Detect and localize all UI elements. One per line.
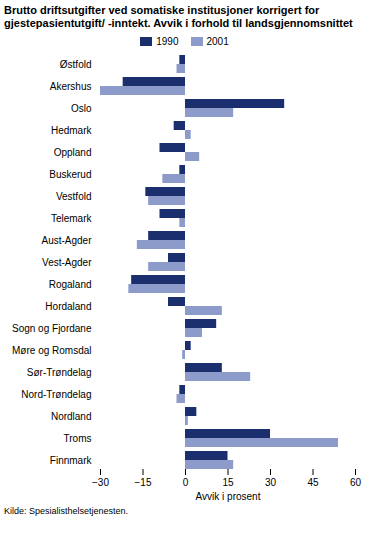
svg-text:Østfold: Østfold (60, 59, 92, 70)
svg-text:Rogaland: Rogaland (49, 279, 92, 290)
svg-text:Nordland: Nordland (51, 411, 92, 422)
svg-text:Hedmark: Hedmark (51, 125, 93, 136)
svg-text:−30: −30 (92, 477, 109, 488)
svg-text:Vest-Agder: Vest-Agder (42, 257, 92, 268)
html-text:2001: 2001 (206, 36, 229, 47)
svg-text:30: 30 (265, 477, 277, 488)
svg-text:Sogn og Fjordane: Sogn og Fjordane (12, 323, 92, 334)
svg-text:Oslo: Oslo (71, 103, 92, 114)
svg-text:0: 0 (183, 477, 189, 488)
svg-text:Avvik i prosent: Avvik i prosent (196, 491, 261, 502)
svg-text:Buskerud: Buskerud (49, 169, 91, 180)
svg-text:Aust-Agder: Aust-Agder (41, 235, 92, 246)
svg-text:45: 45 (307, 477, 319, 488)
svg-text:Oppland: Oppland (54, 147, 92, 158)
svg-text:−15: −15 (135, 477, 152, 488)
svg-text:Sør-Trøndelag: Sør-Trøndelag (27, 367, 92, 378)
svg-text:Hordaland: Hordaland (45, 301, 91, 312)
svg-text:Vestfold: Vestfold (56, 191, 92, 202)
svg-text:Troms: Troms (64, 433, 92, 444)
svg-text:15: 15 (222, 477, 234, 488)
svg-text:Akershus: Akershus (50, 81, 92, 92)
html-text:Brutto driftsutgifter ved soma: Brutto driftsutgifter ved somatiske inst… (4, 4, 353, 29)
svg-text:Møre og Romsdal: Møre og Romsdal (12, 345, 91, 356)
html-text:1990: 1990 (156, 36, 179, 47)
svg-text:Finnmark: Finnmark (50, 455, 93, 466)
svg-text:Nord-Trøndelag: Nord-Trøndelag (21, 389, 91, 400)
html-text:Kilde: Spesialisthelsetjeneste: Kilde: Spesialisthelsetjenesten. (4, 506, 129, 516)
svg-text:Telemark: Telemark (51, 213, 93, 224)
svg-text:60: 60 (350, 477, 362, 488)
